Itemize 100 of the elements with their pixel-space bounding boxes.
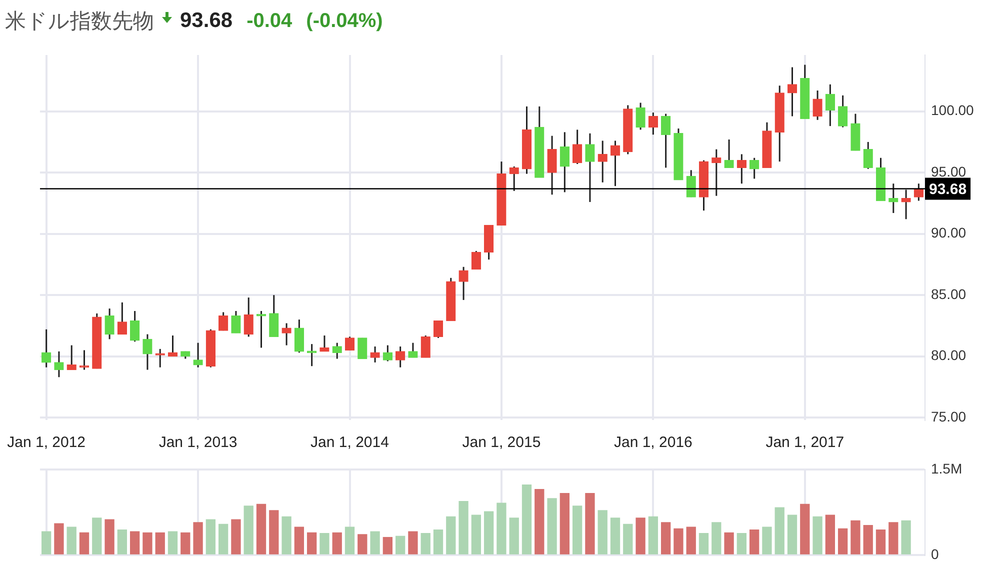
candlestick (547, 135, 557, 196)
candlestick (458, 266, 468, 301)
candlestick (509, 166, 519, 192)
y-tick-label: 1.5M (931, 460, 962, 476)
candlestick (332, 342, 342, 360)
bar (79, 532, 90, 554)
x-tick-label: Jan 1, 2016 (614, 434, 692, 452)
candlestick (54, 350, 64, 378)
bar (496, 502, 506, 554)
candlestick (572, 128, 582, 165)
candlestick (585, 132, 595, 203)
bar (888, 522, 898, 554)
bar (712, 522, 722, 554)
bar (41, 531, 52, 554)
y-tick-label: 100.00 (931, 102, 974, 118)
bar (749, 530, 760, 554)
y-tick-label: 80.00 (931, 347, 966, 364)
y-tick-label: 75.00 (931, 408, 966, 424)
bar (218, 524, 228, 554)
bar (686, 526, 696, 554)
candlestick (660, 113, 671, 168)
candlestick (358, 337, 368, 360)
bar (547, 498, 557, 554)
bar (244, 506, 254, 554)
candlestick (269, 294, 279, 338)
bar (433, 530, 444, 554)
bar (838, 528, 848, 554)
candlestick (471, 250, 482, 270)
bar (509, 518, 519, 554)
bar (320, 532, 330, 554)
bar (206, 519, 216, 554)
bar (623, 524, 633, 554)
bar (104, 519, 114, 554)
candlestick (193, 342, 203, 368)
bar (408, 531, 418, 554)
y-tick-label: 95.00 (931, 163, 966, 180)
bar (787, 514, 798, 554)
candlestick (636, 102, 646, 130)
bar (534, 489, 544, 554)
bar (736, 532, 747, 554)
bar (724, 532, 734, 554)
bar (471, 514, 482, 554)
candlestick (117, 302, 128, 336)
text: 93.68 (180, 9, 233, 33)
bar (231, 519, 241, 554)
candlestick (787, 66, 798, 117)
candlestick (888, 182, 898, 214)
bar (762, 526, 772, 554)
candlestick (610, 140, 620, 187)
candlestick (736, 153, 747, 184)
candlestick (724, 138, 734, 168)
ref-line-label: 93.68 (929, 180, 967, 198)
candlestick (598, 140, 608, 184)
x-tick-label: Jan 1, 2017 (766, 434, 844, 452)
candlestick (370, 346, 380, 364)
chart-title: 米ドル指数先物 (5, 8, 154, 35)
bar (306, 532, 317, 554)
bar (458, 501, 468, 554)
y-tick-label: 85.00 (931, 286, 966, 302)
y-tick-label: 0 (931, 546, 939, 562)
bar (256, 504, 266, 554)
bar (54, 523, 64, 554)
bar (522, 484, 532, 554)
bar (660, 522, 671, 554)
bar (395, 536, 406, 554)
candlestick (142, 334, 152, 371)
bar (698, 532, 709, 554)
candlestick (282, 322, 292, 346)
candlestick (749, 157, 760, 180)
candlestick (244, 296, 254, 338)
bar (117, 530, 128, 554)
bar (648, 516, 658, 554)
bar (168, 531, 178, 554)
candlestick (812, 90, 822, 121)
candlestick (231, 310, 241, 334)
bar (674, 528, 684, 554)
candlestick (130, 310, 140, 342)
bar (66, 526, 76, 554)
bar (585, 493, 595, 554)
bar (344, 526, 355, 554)
bar (901, 520, 911, 554)
bar (180, 532, 190, 554)
text: (-0.04%) (306, 10, 383, 32)
bar (774, 507, 784, 554)
candlestick (382, 344, 393, 362)
candlestick (838, 94, 848, 128)
bar (876, 530, 886, 554)
bar (446, 516, 456, 554)
bar (636, 518, 646, 554)
bar (370, 531, 380, 554)
bar (294, 526, 304, 554)
bar (130, 531, 140, 554)
bar (560, 493, 570, 554)
candlestick (395, 346, 406, 368)
candlestick (420, 334, 430, 358)
bar (382, 536, 393, 554)
bar (358, 534, 368, 554)
bar (812, 516, 822, 554)
bar (863, 524, 873, 554)
candlestick (863, 141, 873, 170)
